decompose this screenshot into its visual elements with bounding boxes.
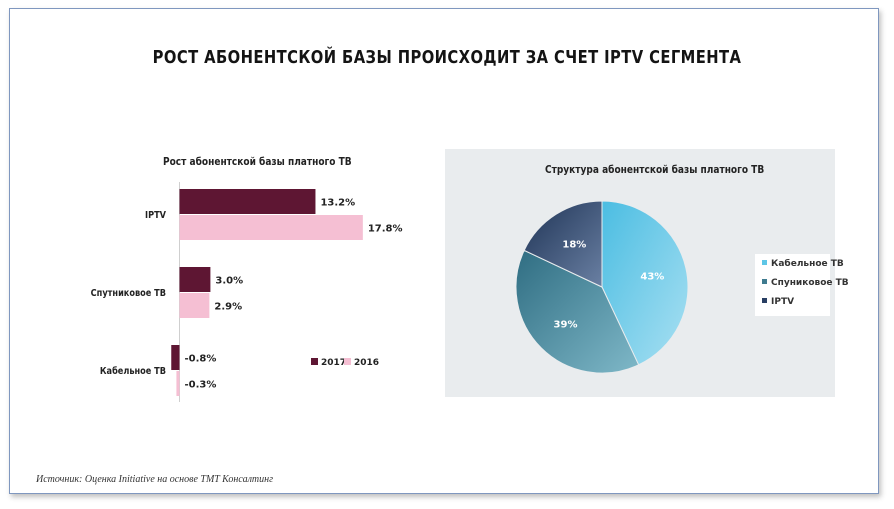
pie-legend-label: Спуниковое ТВ	[771, 278, 849, 288]
data-label: -0.8%	[185, 354, 217, 365]
category-label: Спутниковое ТВ	[91, 288, 166, 299]
pie-slice-label: 43%	[640, 272, 664, 283]
pie-legend-label: Кабельное ТВ	[771, 258, 844, 269]
pie-chart-title: Структура абонентской базы платного ТВ	[545, 163, 765, 176]
bar-2017	[171, 345, 180, 370]
legend-swatch-2016	[344, 358, 351, 365]
data-label: 2.9%	[214, 302, 242, 313]
bar-2016	[179, 215, 363, 240]
bar-2016	[176, 371, 180, 396]
slide-title: РОСТ АБОНЕНТСКОЙ БАЗЫ ПРОИСХОДИТ ЗА СЧЕТ…	[152, 47, 742, 68]
bar-2017	[179, 267, 211, 292]
pie-slice	[515, 249, 640, 374]
category-label: Кабельное ТВ	[100, 365, 166, 377]
pie-legend-swatch	[762, 279, 767, 284]
legend-label-2016: 2016	[354, 358, 379, 368]
data-label: 13.2%	[320, 198, 355, 209]
bar-2017	[179, 189, 316, 214]
pie-slice	[601, 200, 689, 366]
pie-legend-swatch	[762, 298, 767, 303]
bar-chart-title: Рост абонентской базы платного ТВ	[163, 155, 352, 168]
legend-label-2017: 2017	[321, 358, 346, 368]
pie-legend-label: IPTV	[771, 297, 794, 307]
category-label: IPTV	[145, 210, 167, 221]
pie-slice	[523, 200, 603, 288]
legend-swatch-2017	[311, 358, 318, 365]
data-label: 17.8%	[368, 224, 403, 235]
bar-2016	[179, 293, 210, 318]
pie-slice-label: 39%	[554, 319, 578, 330]
pie-legend-box	[755, 254, 830, 316]
data-label: 3.0%	[215, 276, 243, 287]
source-note: Источник: Оценка Initiative на основе TM…	[36, 474, 274, 485]
pie-slice-label: 18%	[562, 239, 586, 250]
data-label: -0.3%	[185, 380, 217, 391]
pie-legend-swatch	[762, 260, 767, 265]
